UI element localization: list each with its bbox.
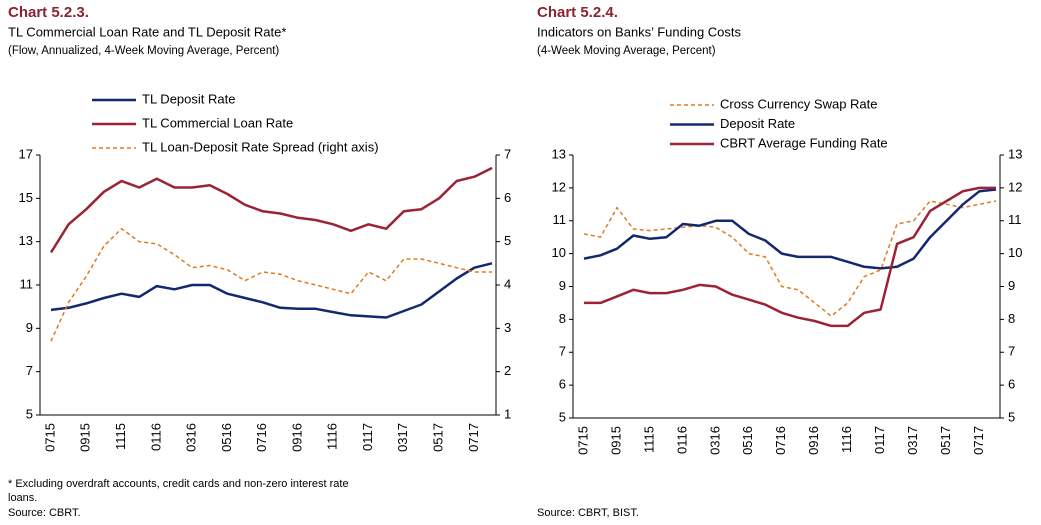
x-tick-label: 0517: [431, 423, 446, 452]
x-tick-label: 0117: [872, 426, 887, 454]
x-tick-label: 0516: [740, 426, 755, 455]
y2-tick-label: 12: [1008, 179, 1022, 194]
x-tick-label: 0317: [905, 426, 920, 455]
x-tick-label: 0116: [148, 423, 163, 451]
y2-tick-label: 7: [504, 146, 511, 161]
y-tick-label: 15: [19, 190, 33, 205]
legend-label: TL Deposit Rate: [142, 91, 235, 106]
x-tick-label: 0916: [806, 426, 821, 455]
y2-tick-label: 6: [1008, 377, 1015, 392]
x-tick-label: 0715: [575, 426, 590, 455]
y-tick-label: 13: [19, 233, 33, 248]
y-tick-label: 11: [553, 212, 567, 227]
series-line: [50, 262, 493, 319]
y2-tick-label: 10: [1008, 245, 1022, 260]
series-line: [583, 188, 997, 270]
y2-tick-label: 1: [504, 406, 511, 421]
footnote: * Excluding overdraft accounts, credit c…: [8, 478, 349, 504]
x-tick-label: 0715: [42, 423, 57, 452]
y2-tick-label: 8: [1008, 311, 1015, 326]
x-tick-label: 1115: [641, 426, 656, 453]
x-tick-label: 0316: [707, 426, 722, 455]
legend-label: TL Loan-Deposit Rate Spread (right axis): [142, 139, 379, 154]
x-tick-label: 0716: [773, 426, 788, 455]
source: Source: CBRT.: [8, 507, 81, 519]
y2-tick-label: 13: [1008, 146, 1022, 161]
x-tick-label: 0517: [938, 426, 953, 455]
x-tick-label: 0117: [360, 423, 375, 451]
x-tick-label: 0116: [674, 426, 689, 454]
series-line: [50, 227, 492, 342]
legend-label: Cross Currency Swap Rate: [720, 96, 878, 111]
chart-title: Chart 5.2.3.: [8, 4, 89, 21]
chart-subtitle: TL Commercial Loan Rate and TL Deposit R…: [8, 24, 286, 39]
y2-tick-label: 5: [504, 233, 511, 248]
y2-tick-label: 3: [504, 320, 511, 335]
y2-tick-label: 2: [504, 363, 511, 378]
y-tick-label: 12: [552, 179, 566, 194]
x-tick-label: 0915: [608, 426, 623, 455]
series-line: [584, 186, 996, 328]
y2-tick-label: 4: [504, 276, 511, 291]
y-tick-label: 7: [26, 363, 33, 378]
chart-title: Chart 5.2.4.: [537, 4, 618, 21]
chart-note: (Flow, Annualized, 4-Week Moving Average…: [8, 45, 279, 57]
source: Source: CBRT, BIST.: [537, 507, 639, 519]
x-tick-label: 0516: [219, 423, 234, 452]
y-tick-label: 11: [20, 276, 34, 291]
y2-tick-label: 6: [504, 190, 511, 205]
y-tick-label: 7: [559, 344, 566, 359]
y-tick-label: 10: [552, 245, 566, 260]
x-tick-label: 1116: [325, 423, 340, 450]
x-tick-label: 1116: [839, 426, 854, 453]
y-tick-label: 17: [19, 146, 33, 161]
x-tick-label: 1115: [113, 423, 128, 450]
legend-label: CBRT Average Funding Rate: [720, 135, 888, 150]
chart-note: (4-Week Moving Average, Percent): [537, 45, 716, 57]
y-tick-label: 5: [26, 406, 33, 421]
y-tick-label: 6: [559, 377, 566, 392]
y2-tick-label: 11: [1008, 212, 1022, 227]
x-tick-label: 0717: [971, 426, 986, 455]
y2-tick-label: 5: [1008, 409, 1015, 424]
y2-tick-label: 7: [1008, 344, 1015, 359]
x-tick-label: 0316: [184, 423, 199, 452]
x-tick-label: 0916: [289, 423, 304, 452]
y-tick-label: 9: [26, 320, 33, 335]
legend-label: TL Commercial Loan Rate: [142, 115, 293, 130]
y-tick-label: 13: [552, 146, 566, 161]
x-tick-label: 0717: [466, 423, 481, 452]
series-line: [49, 166, 493, 254]
chart-subtitle: Indicators on Banks’ Funding Costs: [537, 24, 742, 39]
x-tick-label: 0317: [395, 423, 410, 452]
series-line: [583, 200, 997, 317]
legend-label: Deposit Rate: [720, 116, 795, 131]
x-tick-label: 0716: [254, 423, 269, 452]
y2-tick-label: 9: [1008, 278, 1015, 293]
y-tick-label: 9: [559, 278, 566, 293]
y-tick-label: 5: [559, 409, 566, 424]
y-tick-label: 8: [559, 311, 566, 326]
x-tick-label: 0915: [78, 423, 93, 452]
